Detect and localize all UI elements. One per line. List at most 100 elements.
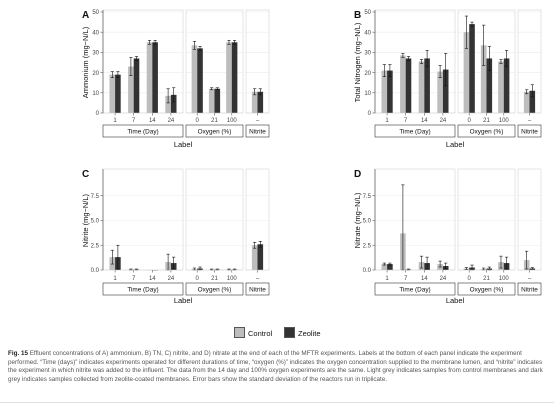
panel-b-ytick-label: 30	[364, 51, 371, 57]
panel-a-ytick-label: 0	[96, 111, 100, 117]
panel-d-strip-label: Nitrite	[521, 287, 538, 294]
panel-a-strip-label: Oxygen (%)	[198, 129, 232, 136]
panel-b-letter: B	[354, 10, 361, 21]
panel-c-xtick-label: 0	[196, 276, 200, 282]
panel-a-bar-control	[208, 88, 215, 113]
panel-d-ylabel: Nitrate (mg−N/L)	[353, 192, 362, 248]
panel-c-xtick-label: 100	[227, 276, 238, 282]
panel-a-bar-zeolite	[170, 94, 177, 113]
panel-c-facet-border	[245, 168, 270, 271]
legend-swatch-zeolite	[284, 327, 295, 338]
panel-b-strip-box	[374, 124, 456, 138]
panel-d-xtick-label: 1	[385, 276, 389, 282]
panel-d-strip-label: Time (Day)	[399, 287, 430, 294]
panel-a-xtick-label: 100	[227, 118, 238, 124]
panel-a-ytick-label: 40	[92, 30, 99, 36]
panel-b-bar-zeolite	[424, 58, 430, 113]
panel-a-xtick-label: 21	[211, 118, 218, 124]
legend-label-control: Control	[248, 328, 273, 338]
panel-d-facet-border	[517, 168, 542, 271]
panel-a-xtick-label: –	[256, 118, 260, 124]
panel-b-ytick-label: 50	[364, 10, 371, 16]
panel-a-bar-zeolite	[257, 91, 264, 113]
panel-a-bar-control	[251, 91, 258, 113]
panel-d-ytick-label: 7.5	[363, 194, 372, 200]
panel-c-strip-label: Oxygen (%)	[198, 287, 232, 294]
panel-d-ytick-label: 0.0	[363, 268, 372, 274]
panel-d-ytick-label: 5.0	[363, 219, 372, 225]
panel-c-strip-box	[102, 282, 184, 296]
panel-c-xtick-label: 24	[168, 276, 175, 282]
panel-a-bar-control	[128, 66, 134, 113]
panel-a-xlabel: Label	[174, 140, 193, 149]
panel-b-xlabel: Label	[446, 140, 465, 149]
panel-d-xlabel: Label	[446, 296, 465, 305]
panel-c-strip-box	[185, 282, 244, 296]
caption-text: Effluent concentrations of A) ammonium, …	[8, 350, 543, 384]
panel-b-bar-zeolite	[387, 70, 393, 113]
panel-b-strip-label: Oxygen (%)	[470, 129, 504, 136]
panel-b-bar-control	[498, 61, 504, 113]
panel-b-bar-control	[437, 71, 443, 113]
panel-c-ytick-label: 7.5	[91, 194, 100, 200]
panel-b-bar-zeolite	[503, 58, 510, 113]
panel-a-bar-zeolite	[214, 88, 221, 113]
panel-c-ylabel: Nitrite (mg−N/L)	[81, 193, 90, 247]
panel-b-strip-box	[517, 124, 542, 138]
panel-d-xtick-label: 21	[483, 276, 490, 282]
panel-a-strip-label: Nitrite	[249, 129, 266, 136]
panel-b-strip-label: Nitrite	[521, 129, 538, 136]
panel-d-bar-control	[381, 264, 388, 270]
panel-c-strip-box	[245, 282, 270, 296]
panel-a-bar-control	[109, 74, 116, 113]
panel-c-xtick-label: –	[256, 276, 260, 282]
panel-d-xtick-label: 7	[404, 276, 408, 282]
panel-b-xtick-label: –	[528, 118, 532, 124]
panel-d-facet-border	[457, 168, 516, 271]
panel-b-bar-zeolite	[529, 90, 536, 113]
panel-a-strip-label: Time (Day)	[127, 129, 158, 136]
panel-a-xtick-label: 7	[132, 118, 136, 124]
panel-b-ylabel: Total Nitrogen (mg−N/L)	[353, 22, 362, 102]
panel-b-bar-zeolite	[442, 69, 449, 113]
panel-c-bar-zeolite	[257, 244, 264, 270]
panel-d-strip-box	[517, 282, 542, 296]
panel-a-bar-zeolite	[197, 48, 203, 113]
panel-c-facet-border	[102, 168, 184, 271]
panel-a-strip-box	[102, 124, 184, 138]
panel-a-ytick-label: 20	[92, 71, 99, 77]
panel-a-xtick-label: 14	[149, 118, 156, 124]
panel-b-ytick-label: 0	[368, 111, 372, 117]
legend-label-zeolite: Zeolite	[298, 328, 321, 338]
panel-d-bar-zeolite	[387, 264, 393, 270]
panel-c-xlabel: Label	[174, 296, 193, 305]
panel-a-ytick-label: 30	[92, 51, 99, 57]
panel-c-xtick-label: 14	[149, 276, 156, 282]
panel-b-ytick-label: 40	[364, 30, 371, 36]
panel-a-xtick-label: 24	[168, 118, 175, 124]
panel-d-xtick-label: 100	[499, 276, 510, 282]
panel-a-xtick-label: 0	[196, 118, 200, 124]
panel-d-facet-border	[374, 168, 456, 271]
panel-a-ylabel: Ammonium (mg−N/L)	[81, 26, 90, 98]
panel-b-ytick-label: 20	[364, 71, 371, 77]
panel-d-xtick-label: 0	[468, 276, 472, 282]
figure-caption: Fig. 15 Effluent concentrations of A) am…	[8, 350, 546, 385]
panel-c-bar-control	[251, 245, 258, 270]
panel-a-strip-box	[185, 124, 244, 138]
panel-c-ytick-label: 5.0	[91, 219, 100, 225]
panel-d-ytick-label: 2.5	[363, 243, 372, 249]
panel-a-bar-control	[146, 42, 153, 113]
panel-b-bar-control	[400, 55, 406, 113]
panel-b-strip-label: Time (Day)	[399, 129, 430, 136]
panel-a-bar-zeolite	[152, 42, 158, 113]
panel-d-strip-box	[457, 282, 516, 296]
panel-d-strip-label: Oxygen (%)	[470, 287, 504, 294]
caption-fig-label: Fig. 15	[8, 350, 28, 357]
panel-b-facet-border	[517, 9, 542, 114]
panel-c-xtick-label: 21	[211, 276, 218, 282]
panel-b-bar-zeolite	[486, 58, 493, 113]
panel-a-letter: A	[82, 10, 89, 21]
panel-b-bar-control	[523, 91, 530, 113]
panel-d-xtick-label: –	[528, 276, 532, 282]
